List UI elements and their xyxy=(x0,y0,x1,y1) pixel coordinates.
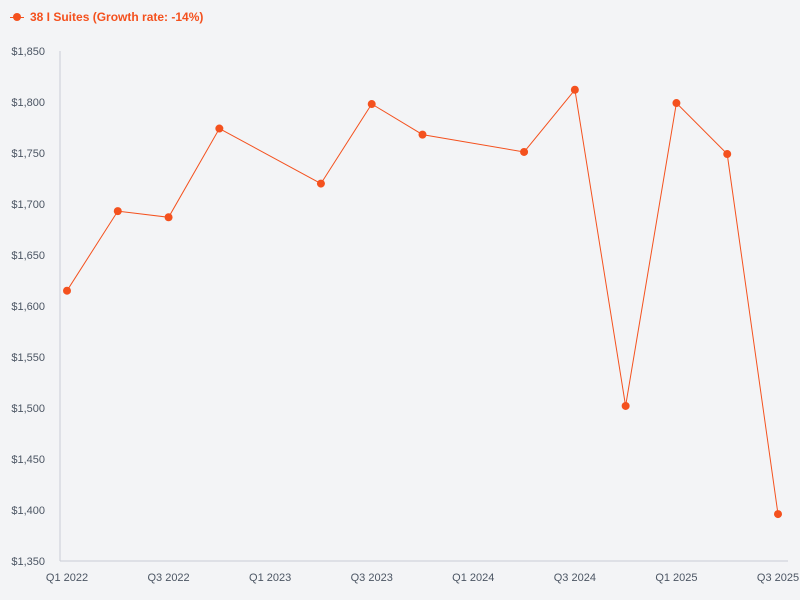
y-tick-label: $1,600 xyxy=(11,301,45,313)
data-point[interactable] xyxy=(672,99,681,108)
series-line xyxy=(66,88,779,515)
legend[interactable]: 38 I Suites (Growth rate: -14%) xyxy=(10,10,203,24)
y-tick-label: $1,450 xyxy=(11,454,45,466)
series-points xyxy=(63,85,782,519)
y-tick-label: $1,350 xyxy=(11,556,45,568)
x-tick-label: Q1 2022 xyxy=(46,572,88,584)
data-point[interactable] xyxy=(774,510,782,519)
y-axis-ticks: $1,350 $1,400 $1,450 $1,500 $1,550 $1,600 $1,6… xyxy=(11,46,45,568)
y-tick-label: $1,750 xyxy=(11,148,45,160)
data-point[interactable] xyxy=(367,100,376,109)
data-point[interactable] xyxy=(418,130,427,139)
data-point[interactable] xyxy=(621,401,630,410)
y-tick-label: $1,800 xyxy=(11,97,45,109)
data-point[interactable] xyxy=(316,179,325,188)
data-point[interactable] xyxy=(63,286,71,295)
y-tick-label: $1,550 xyxy=(11,352,45,364)
data-point[interactable] xyxy=(164,213,173,222)
x-axis-ticks: Q1 2022 Q3 2022 Q1 2023 Q3 2023 Q1 2024 Q3 20… xyxy=(46,572,799,584)
y-tick-label: $1,650 xyxy=(11,250,45,262)
y-tick-label: $1,400 xyxy=(11,505,45,517)
x-tick-label: Q3 2025 xyxy=(757,572,799,584)
data-point[interactable] xyxy=(520,147,529,156)
data-point[interactable] xyxy=(215,124,224,133)
y-tick-label: $1,700 xyxy=(11,199,45,211)
x-tick-label: Q1 2024 xyxy=(452,572,494,584)
legend-dot-swatch xyxy=(13,13,21,21)
x-tick-label: Q1 2025 xyxy=(655,572,697,584)
line-dot-marker-icon xyxy=(10,10,24,24)
x-tick-label: Q3 2023 xyxy=(351,572,393,584)
legend-label: 38 I Suites (Growth rate: -14%) xyxy=(30,10,204,24)
x-tick-label: Q3 2022 xyxy=(147,572,189,584)
x-tick-label: Q1 2023 xyxy=(249,572,291,584)
y-tick-label: $1,500 xyxy=(11,403,45,415)
x-tick-label: Q3 2024 xyxy=(554,572,596,584)
data-point[interactable] xyxy=(113,207,122,216)
y-tick-label: $1,850 xyxy=(11,46,45,58)
data-point[interactable] xyxy=(570,85,579,94)
data-point[interactable] xyxy=(723,150,732,159)
